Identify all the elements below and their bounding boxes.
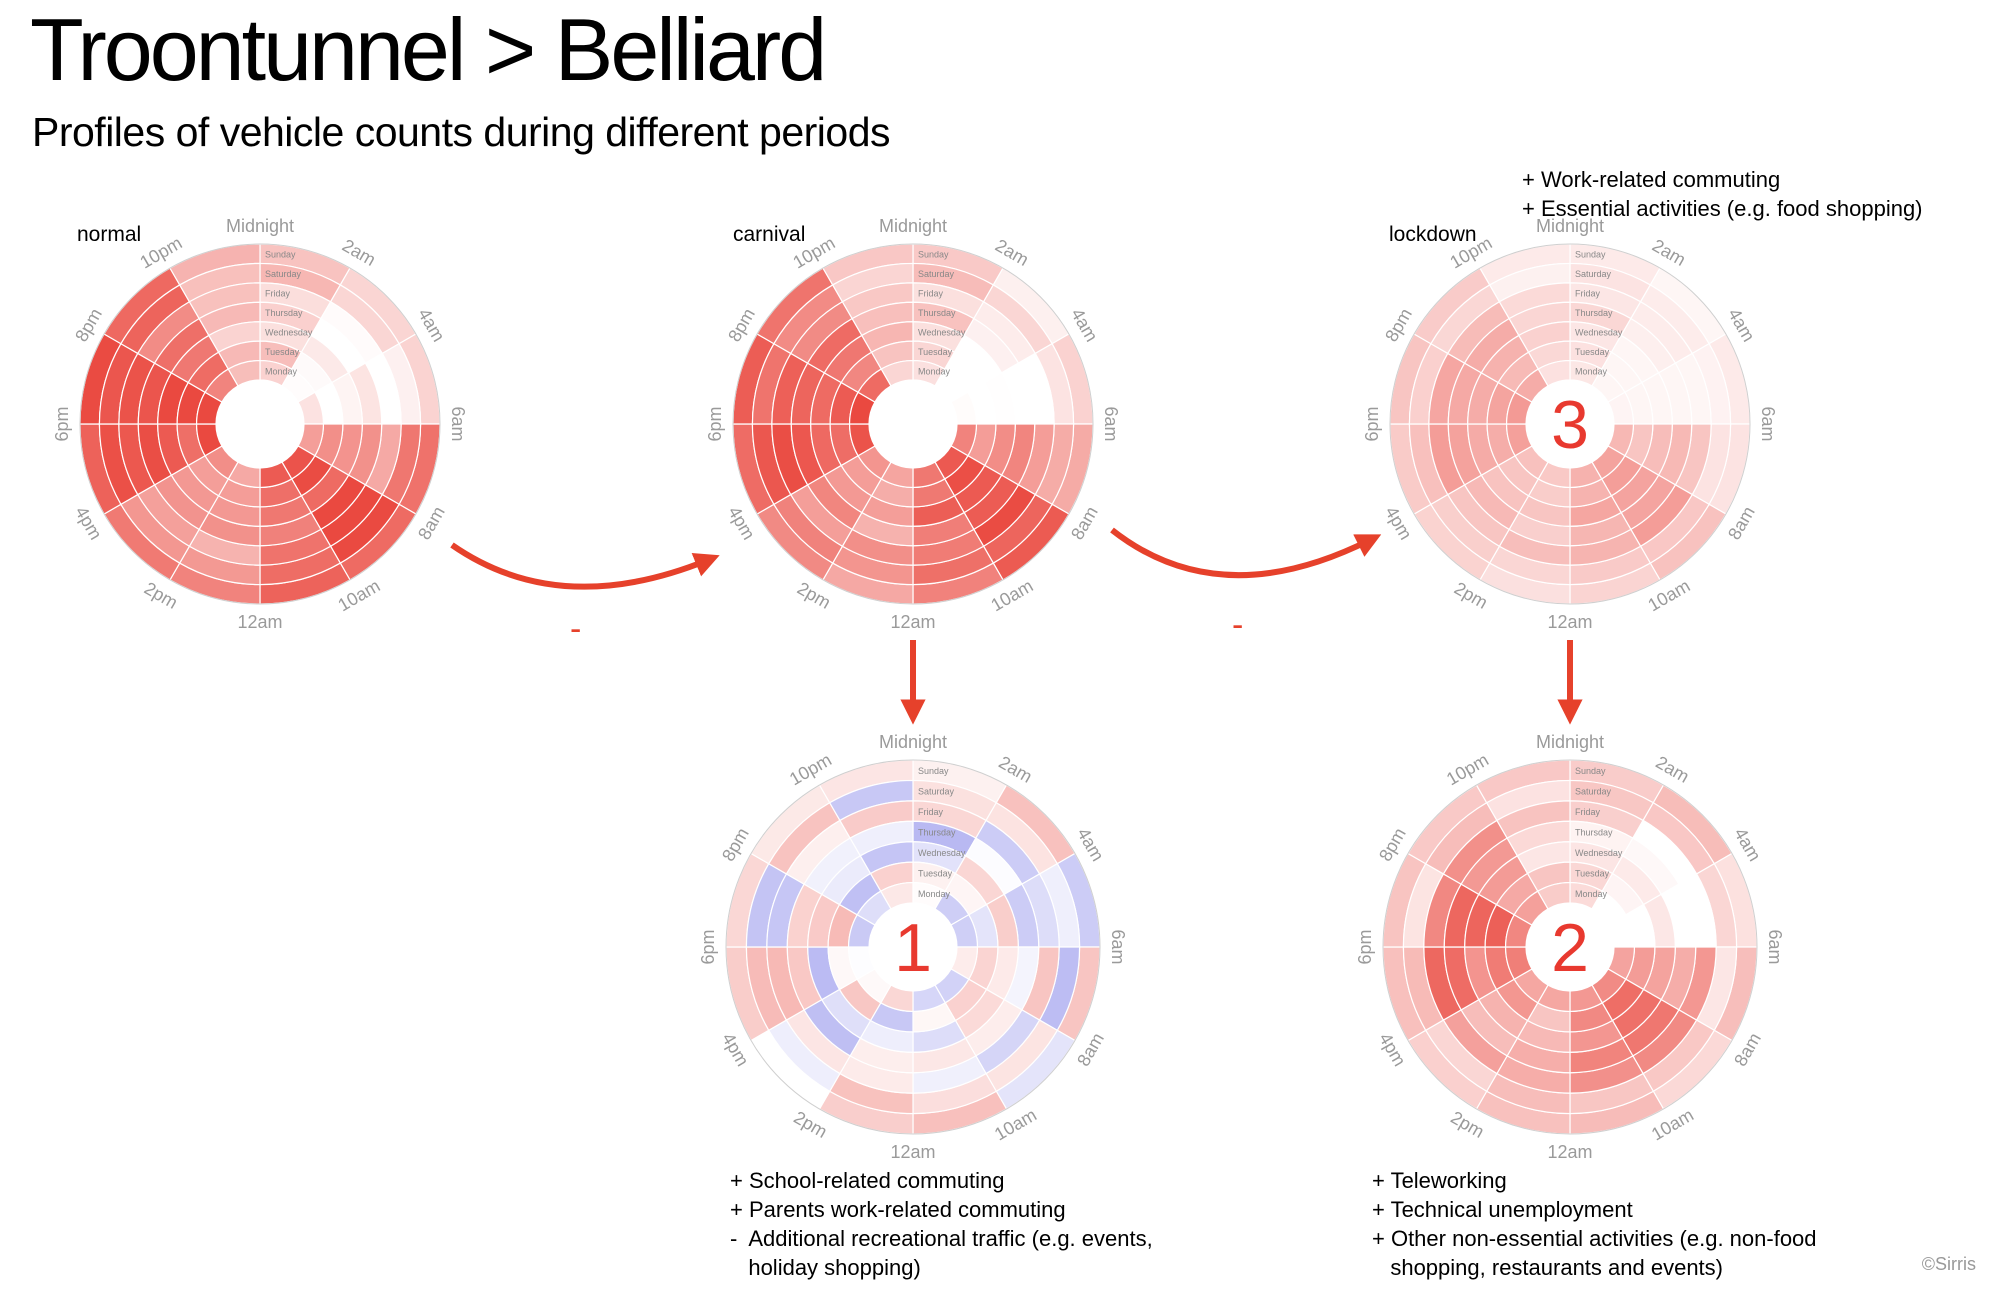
outer-ring	[732, 243, 1094, 605]
note-line: + Work-related commuting	[1522, 167, 1781, 192]
hour-label: Midnight	[1536, 732, 1604, 752]
hour-label: 12am	[237, 612, 282, 632]
hour-label: 6am	[1765, 929, 1785, 964]
radial-heatmap-carnival: Sunday Saturday Friday Thursday Wednesday Tue…	[705, 216, 1121, 632]
day-label: Thursday	[1575, 828, 1613, 838]
day-label: Thursday	[918, 308, 956, 318]
panel-number-badge: 1	[894, 910, 932, 986]
note-line: + Parents work-related commuting	[730, 1197, 1066, 1222]
hour-label: 6pm	[1355, 929, 1375, 964]
day-label: Wednesday	[1575, 848, 1623, 858]
note-line: + School-related commuting	[730, 1168, 1005, 1193]
day-label: Monday	[1575, 889, 1608, 899]
panel-label-normal: normal	[77, 223, 142, 246]
hour-label: 12am	[890, 612, 935, 632]
day-label: Saturday	[1575, 787, 1612, 797]
day-label: Thursday	[918, 828, 956, 838]
day-label: Thursday	[265, 308, 303, 318]
center-hole	[216, 380, 304, 468]
day-label: Saturday	[265, 269, 302, 279]
day-label: Sunday	[918, 250, 949, 260]
note-diff2: + Teleworking + Technical unemployment +…	[1372, 1166, 1817, 1282]
day-label: Wednesday	[918, 848, 966, 858]
day-label: Saturday	[1575, 269, 1612, 279]
day-label: Monday	[918, 889, 951, 899]
hour-label: 6pm	[698, 929, 718, 964]
hour-label: Midnight	[1536, 216, 1604, 236]
center-hole	[869, 903, 957, 991]
hour-label: Midnight	[879, 732, 947, 752]
note-diff1: + School-related commuting + Parents wor…	[730, 1166, 1153, 1282]
day-label: Sunday	[1575, 766, 1606, 776]
note-line: - Additional recreational traffic (e.g. …	[730, 1226, 1153, 1251]
hour-label: 6am	[1101, 406, 1121, 441]
day-label: Friday	[1575, 807, 1601, 817]
hour-label: 6am	[1758, 406, 1778, 441]
hour-label: 6am	[448, 406, 468, 441]
panel-label-lockdown: lockdown	[1389, 223, 1477, 246]
day-label: Tuesday	[918, 347, 953, 357]
center-hole	[1526, 903, 1614, 991]
day-label: Monday	[1575, 366, 1608, 376]
day-label: Saturday	[918, 787, 955, 797]
arrow-normal-to-carnival	[450, 542, 720, 590]
panel-number-badge: 3	[1551, 387, 1589, 463]
hour-label: 12am	[1547, 1142, 1592, 1162]
hour-label: 12am	[890, 1142, 935, 1162]
day-label: Tuesday	[1575, 868, 1610, 878]
note-line: + Technical unemployment	[1372, 1197, 1633, 1222]
day-label: Friday	[918, 807, 944, 817]
hour-label: Midnight	[879, 216, 947, 236]
day-label: Friday	[1575, 289, 1601, 299]
day-label: Wednesday	[265, 327, 313, 337]
hour-label: 6pm	[705, 406, 725, 441]
page-title: Troontunnel > Belliard	[30, 0, 827, 99]
panel-number-badge: 2	[1551, 910, 1589, 986]
arrow-carnival-to-lockdown	[1110, 527, 1382, 579]
day-label: Friday	[265, 289, 291, 299]
center-hole	[1526, 380, 1614, 468]
hour-label: 6pm	[52, 406, 72, 441]
minus-operator-1: -	[570, 610, 582, 648]
hour-label: 6am	[1108, 929, 1128, 964]
note-line: shopping, restaurants and events)	[1372, 1255, 1723, 1280]
radial-heatmap-lockdown: Sunday Saturday Friday Thursday Wednesday Tue…	[1362, 216, 1778, 632]
center-hole	[869, 380, 957, 468]
note-lockdown: + Work-related commuting + Essential act…	[1522, 165, 1923, 223]
hour-label: Midnight	[226, 216, 294, 236]
outer-ring	[1382, 759, 1758, 1135]
day-label: Friday	[918, 289, 944, 299]
radial-heatmap-difference-1: Sunday Saturday Friday Thursday Wednesday Tue…	[698, 732, 1128, 1162]
day-label: Monday	[265, 366, 298, 376]
day-label: Tuesday	[918, 868, 953, 878]
note-line: holiday shopping)	[730, 1255, 921, 1280]
day-label: Thursday	[1575, 308, 1613, 318]
note-line: + Essential activities (e.g. food shoppi…	[1522, 196, 1923, 221]
day-label: Tuesday	[1575, 347, 1610, 357]
outer-ring	[79, 243, 441, 605]
note-line: + Other non-essential activities (e.g. n…	[1372, 1226, 1817, 1251]
minus-operator-2: -	[1232, 606, 1244, 644]
copyright: ©Sirris	[1921, 1254, 1976, 1274]
outer-ring	[725, 759, 1101, 1135]
day-label: Sunday	[1575, 250, 1606, 260]
day-label: Sunday	[918, 766, 949, 776]
day-label: Monday	[918, 366, 951, 376]
day-label: Sunday	[265, 250, 296, 260]
day-label: Saturday	[918, 269, 955, 279]
radial-heatmap-difference-2: Sunday Saturday Friday Thursday Wednesday Tue…	[1355, 732, 1785, 1162]
day-label: Wednesday	[1575, 327, 1623, 337]
day-label: Wednesday	[918, 327, 966, 337]
panel-label-carnival: carnival	[733, 223, 806, 246]
hour-label: 12am	[1547, 612, 1592, 632]
radial-heatmap-normal: Sunday Saturday Friday Thursday Wednesday Tue…	[52, 216, 468, 632]
day-label: Tuesday	[265, 347, 300, 357]
outer-ring	[1389, 243, 1751, 605]
note-line: + Teleworking	[1372, 1168, 1507, 1193]
hour-label: 6pm	[1362, 406, 1382, 441]
page-subtitle: Profiles of vehicle counts during differ…	[32, 109, 891, 155]
